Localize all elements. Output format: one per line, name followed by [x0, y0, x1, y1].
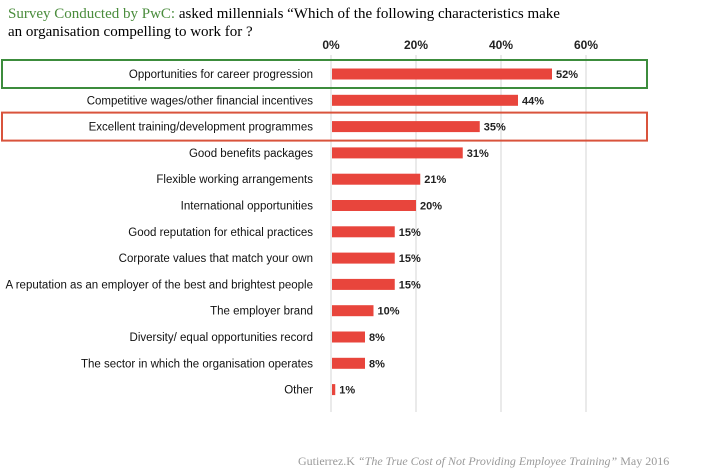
bar	[332, 226, 395, 238]
value-label: 8%	[369, 358, 385, 370]
citation-date: May 2016	[620, 454, 670, 468]
category-label: The employer brand	[210, 306, 313, 318]
category-label: Corporate values that match your own	[119, 253, 313, 265]
bar	[332, 173, 421, 185]
category-label: Other	[284, 385, 313, 397]
title-question: asked millennials “Which of the followin…	[8, 6, 560, 40]
title-source: Survey Conducted by PwC:	[8, 6, 176, 22]
citation-author: Gutierrez.K	[298, 454, 355, 468]
bar	[332, 357, 365, 369]
citation-work: “The True Cost of Not Providing Employee…	[357, 454, 618, 468]
value-label: 8%	[369, 332, 385, 344]
category-label: Excellent training/development programme…	[89, 122, 314, 134]
category-label: A reputation as an employer of the best …	[5, 279, 313, 291]
bar	[332, 147, 463, 159]
gridlines	[330, 55, 587, 412]
chart-title: Survey Conducted by PwC: asked millennia…	[8, 5, 568, 41]
bar	[332, 384, 336, 396]
value-label: 44%	[522, 95, 544, 107]
tick-label: 60%	[574, 38, 598, 52]
value-labels: 52% 44% 35% 31% 21% 20% 15% 15% 15% 10% 8% 8% 1%	[339, 69, 578, 397]
value-label: 35%	[484, 122, 506, 134]
citation: Gutierrez.K “The True Cost of Not Provid…	[298, 454, 669, 469]
bar	[332, 305, 374, 317]
bar	[332, 94, 518, 106]
value-label: 20%	[420, 201, 442, 213]
value-label: 52%	[556, 69, 578, 81]
tick-label: 40%	[489, 38, 513, 52]
bar	[332, 121, 480, 133]
category-label: The sector in which the organisation ope…	[81, 358, 313, 370]
value-label: 15%	[399, 253, 421, 265]
highlight-box	[1, 111, 648, 142]
category-label: Diversity/ equal opportunities record	[130, 332, 313, 344]
tick-labels: 0% 20% 40% 60%	[322, 38, 598, 52]
bar	[332, 200, 416, 211]
tick-label: 20%	[404, 38, 428, 52]
category-label: Good benefits packages	[189, 148, 313, 160]
category-labels: Opportunities for career progression Comp…	[5, 69, 313, 397]
bar	[332, 278, 395, 290]
value-label: 21%	[424, 174, 446, 186]
category-label: Flexible working arrangements	[156, 174, 313, 186]
highlight-boxes	[1, 59, 648, 142]
bars	[332, 68, 552, 396]
value-label: 1%	[339, 385, 355, 397]
highlight-box	[1, 59, 648, 89]
bar	[332, 331, 365, 343]
tick-label: 0%	[322, 38, 340, 52]
value-label: 10%	[378, 306, 400, 318]
category-label: Competitive wages/other financial incent…	[87, 95, 314, 107]
category-label: Opportunities for career progression	[129, 69, 313, 81]
category-label: Good reputation for ethical practices	[128, 227, 313, 239]
bar	[332, 68, 552, 80]
value-label: 15%	[399, 279, 421, 291]
category-label: International opportunities	[181, 201, 314, 213]
bar	[332, 252, 395, 264]
value-label: 31%	[467, 148, 489, 160]
value-label: 15%	[399, 227, 421, 239]
